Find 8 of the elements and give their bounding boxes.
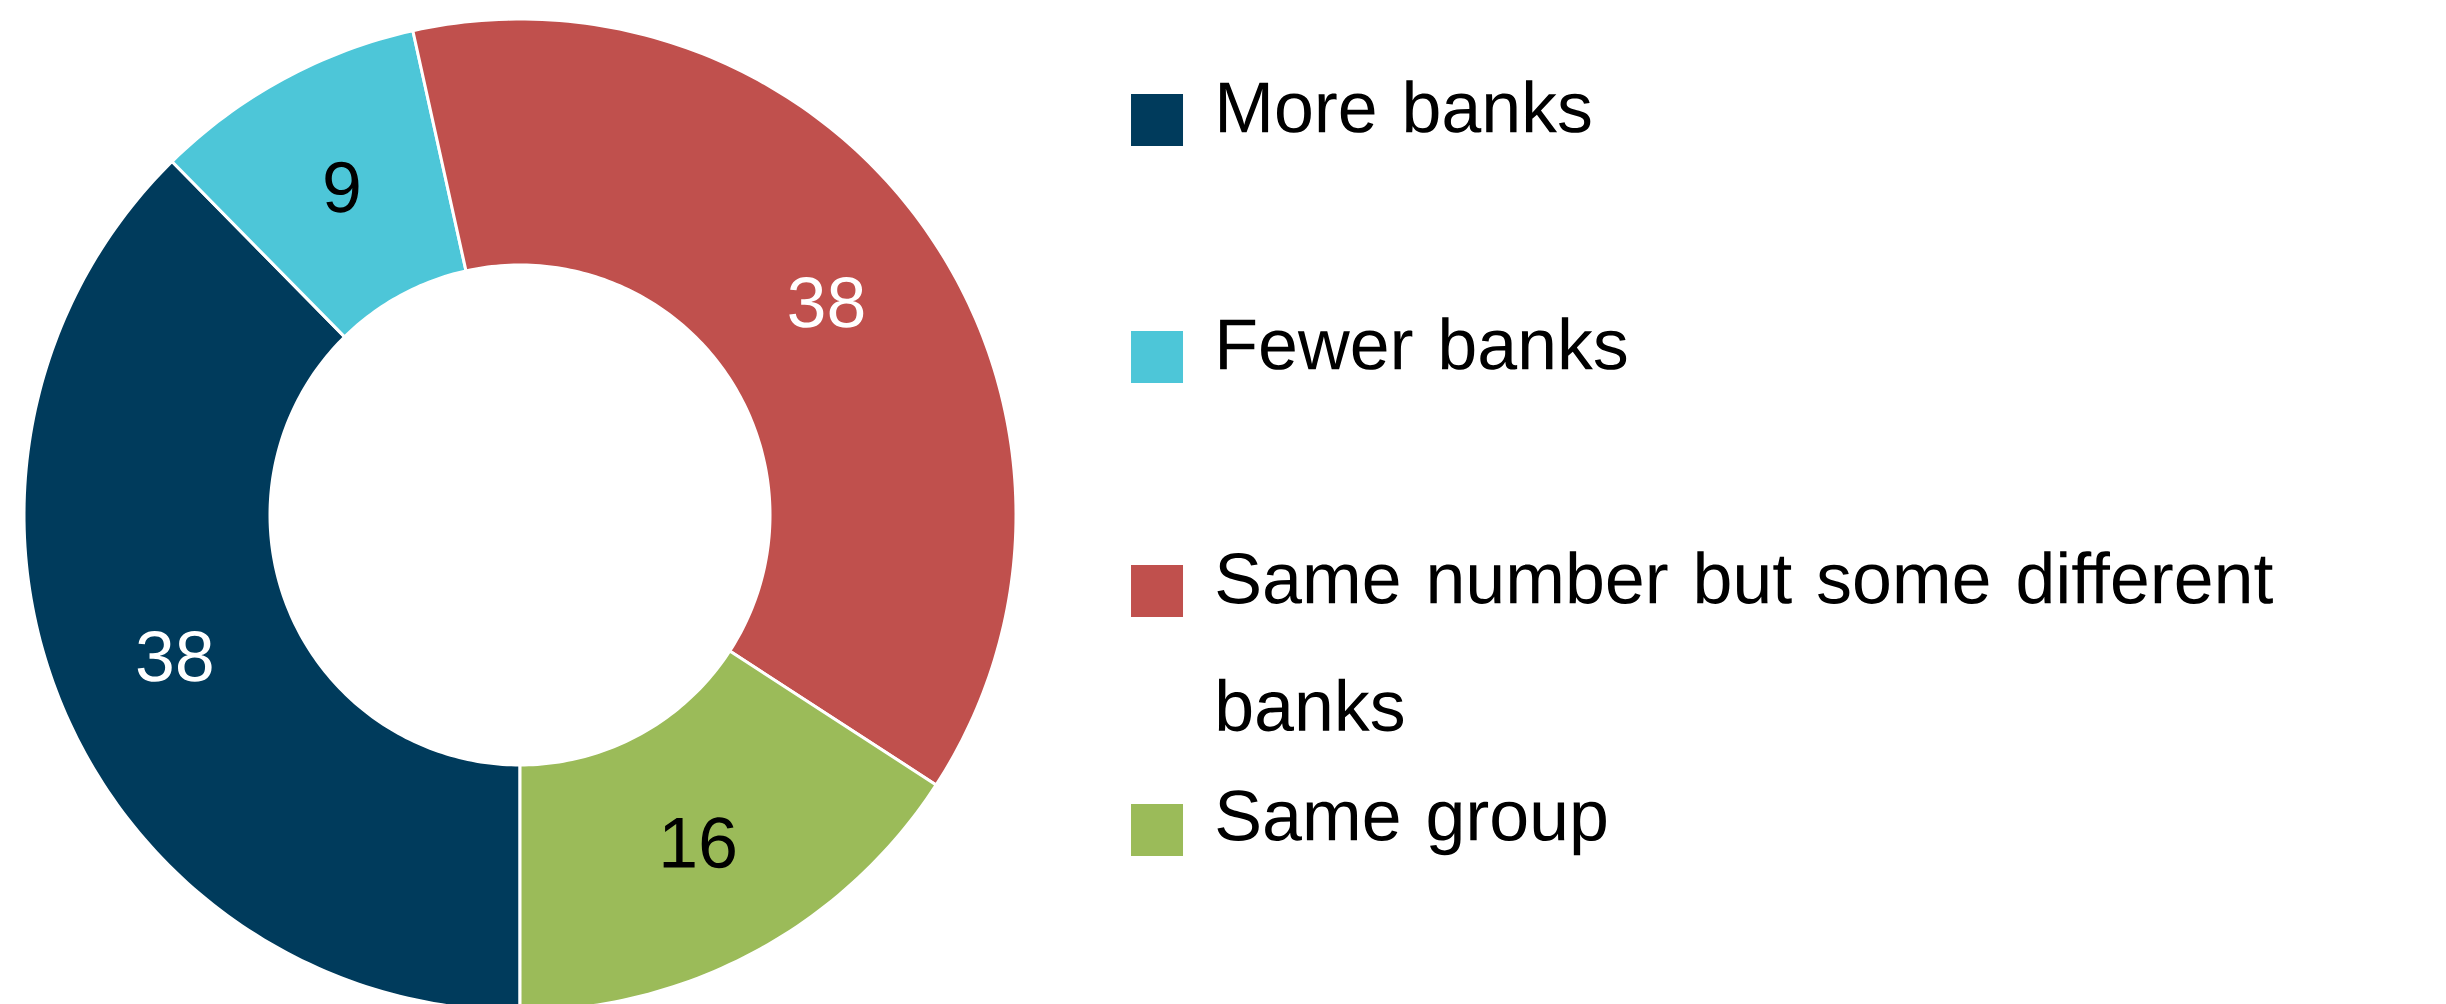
data-label: 38: [137, 630, 212, 682]
data-label: 38: [789, 276, 864, 328]
legend-label: Same number but some different banks: [1217, 551, 2273, 732]
data-label: 16: [663, 817, 735, 869]
legend-label: More banks: [1220, 80, 1591, 133]
data-label: 9: [325, 161, 359, 213]
legend-label: Same group: [1217, 790, 1606, 856]
legend-label: Fewer banks: [1220, 317, 1627, 370]
